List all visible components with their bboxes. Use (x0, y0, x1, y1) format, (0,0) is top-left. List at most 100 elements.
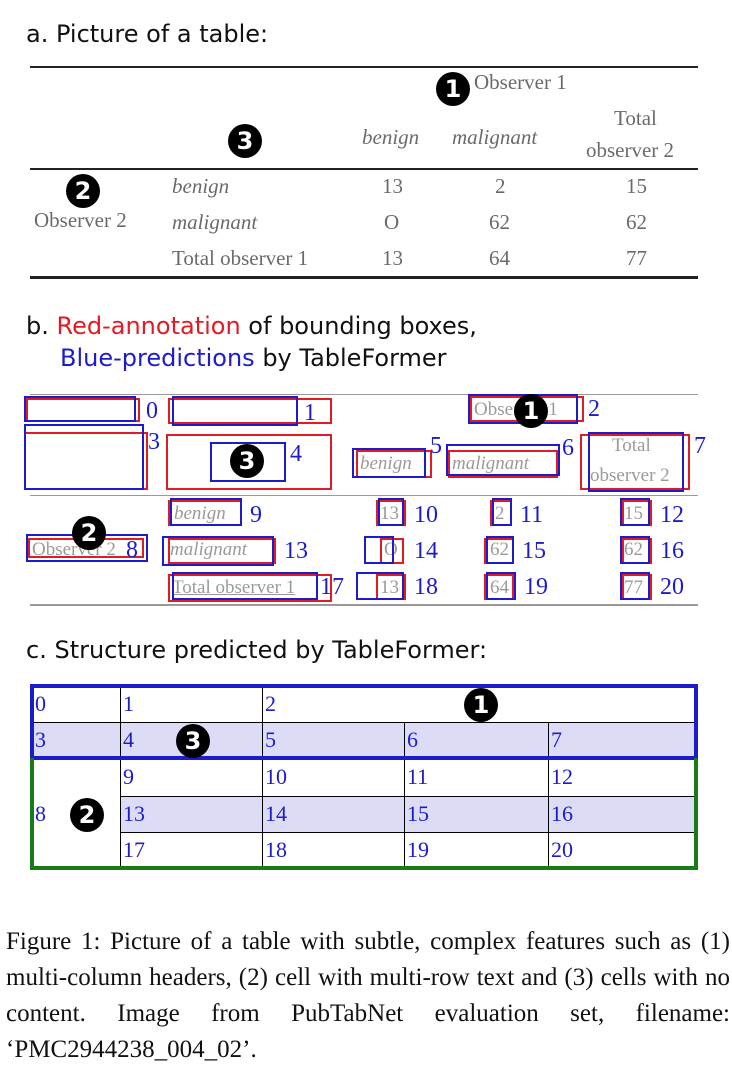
blue-prediction-box (162, 536, 274, 566)
table-cell: 62 (489, 210, 510, 234)
malignant-col-header: malignant (452, 125, 538, 149)
ghost-cell: 77 (624, 577, 643, 598)
red-annotation-box (448, 450, 558, 478)
badge-2: 2 (66, 174, 100, 208)
box-index-label: 12 (660, 502, 684, 528)
grid-label: 0 (35, 691, 46, 716)
grid-label: 17 (123, 837, 145, 862)
benign-col-header: benign (362, 125, 420, 149)
header-border (30, 684, 698, 760)
table-cell: 77 (626, 246, 647, 270)
grid-label: 3 (35, 727, 46, 752)
blue-prediction-box (24, 396, 136, 422)
grid-label: 6 (407, 727, 418, 752)
table-cell: 2 (495, 174, 506, 198)
grid-label: 14 (265, 801, 287, 826)
box-index-label: 11 (520, 502, 544, 528)
ghost-benign-row: benign (174, 503, 226, 524)
table-cell: 64 (489, 246, 510, 270)
ghost-malignant-row: malignant (170, 539, 248, 560)
red-annotation-label: Red-annotation (56, 312, 241, 340)
ghost-cell: 15 (624, 503, 643, 524)
ghost-benign-header: benign (360, 453, 412, 474)
box-index-label: 8 (126, 537, 138, 563)
grid-label: 20 (551, 837, 573, 862)
grid-label: 12 (551, 764, 573, 789)
box-index-label: 0 (146, 398, 158, 424)
box-index-label: 18 (414, 574, 438, 600)
badge-3: 3 (228, 124, 262, 158)
grid-label: 13 (123, 801, 145, 826)
observer1-header: Observer 1 (474, 70, 567, 94)
box-index-label: 20 (660, 574, 684, 600)
blue-prediction-box (24, 424, 144, 490)
box-index-label: 6 (562, 435, 574, 461)
blue-prediction-box (172, 572, 318, 600)
benign-row-header: benign (172, 174, 230, 198)
grid-label: 7 (551, 727, 562, 752)
table-cell: 13 (382, 246, 403, 270)
grid-label: 2 (265, 691, 276, 716)
table-cell: 62 (626, 210, 647, 234)
grid-label: 4 (123, 727, 134, 752)
blue-prediction-box (620, 572, 650, 600)
grid-label: 16 (551, 801, 573, 826)
blue-prediction-box (378, 498, 404, 526)
ghost-cell: 62 (490, 539, 509, 560)
grid-label: 18 (265, 837, 287, 862)
heading-mid: of bounding boxes, (240, 312, 477, 340)
section-b-heading-line2: Blue-predictions by TableFormer (60, 346, 447, 370)
grid-label: 5 (265, 727, 276, 752)
red-annotation-box (168, 538, 276, 564)
ghost-total-line1: Total (612, 435, 651, 456)
grid-label: 11 (407, 764, 429, 789)
table-cell: 13 (382, 174, 403, 198)
ghost-cell: 13 (380, 577, 399, 598)
table-cell: O (384, 210, 400, 234)
grid-label: 9 (123, 764, 134, 789)
grid-label: 19 (407, 837, 429, 862)
box-index-label: 2 (588, 396, 600, 422)
box-index-label: 13 (284, 538, 308, 564)
ghost-cell: 64 (490, 577, 509, 598)
total-obs2-header-line2: observer 2 (586, 138, 675, 162)
red-annotation-box (168, 574, 332, 602)
box-index-label: 4 (290, 441, 302, 467)
box-index-label: 3 (148, 429, 160, 455)
table-bottom-rule (30, 276, 698, 279)
ghost-cell: O (384, 539, 398, 560)
figure-top-rule (30, 394, 698, 395)
box-index-label: 10 (414, 502, 438, 528)
blue-prediction-box (446, 444, 560, 476)
badge-2: 2 (70, 798, 104, 832)
box-index-label: 5 (430, 433, 442, 459)
box-index-label: 14 (414, 538, 438, 564)
badge-1: 1 (436, 72, 470, 106)
highlight-row (120, 796, 696, 832)
box-index-label: 1 (304, 400, 316, 426)
table-header-rule (30, 168, 698, 170)
observer2-row-header: Observer 2 (34, 208, 127, 232)
figure-header-rule (30, 495, 698, 496)
ghost-total-line2: observer 2 (590, 465, 670, 486)
box-index-label: 7 (694, 433, 706, 459)
section-a-heading: a. Picture of a table: (26, 20, 269, 48)
section-b-heading: b. Red-annotation of bounding boxes, (26, 314, 477, 338)
blue-prediction-box (170, 498, 242, 526)
blue-prediction-box (486, 572, 516, 600)
blue-prediction-box (210, 442, 286, 482)
box-index-label: 17 (320, 574, 344, 600)
table-cell: 15 (626, 174, 647, 198)
blue-prediction-box (364, 536, 394, 564)
figure-bottom-rule (30, 604, 698, 606)
table-top-rule (30, 66, 698, 68)
ghost-cell: 2 (495, 503, 505, 524)
figure-caption: Figure 1: Picture of a table with subtle… (6, 928, 730, 1063)
blue-prediction-box (620, 536, 650, 564)
box-index-label: 19 (524, 574, 548, 600)
grid-label: 8 (35, 801, 46, 826)
heading-prefix: b. (26, 312, 57, 340)
blue-prediction-box (356, 572, 404, 600)
grid-label: 15 (407, 801, 429, 826)
badge-2: 2 (72, 516, 106, 550)
